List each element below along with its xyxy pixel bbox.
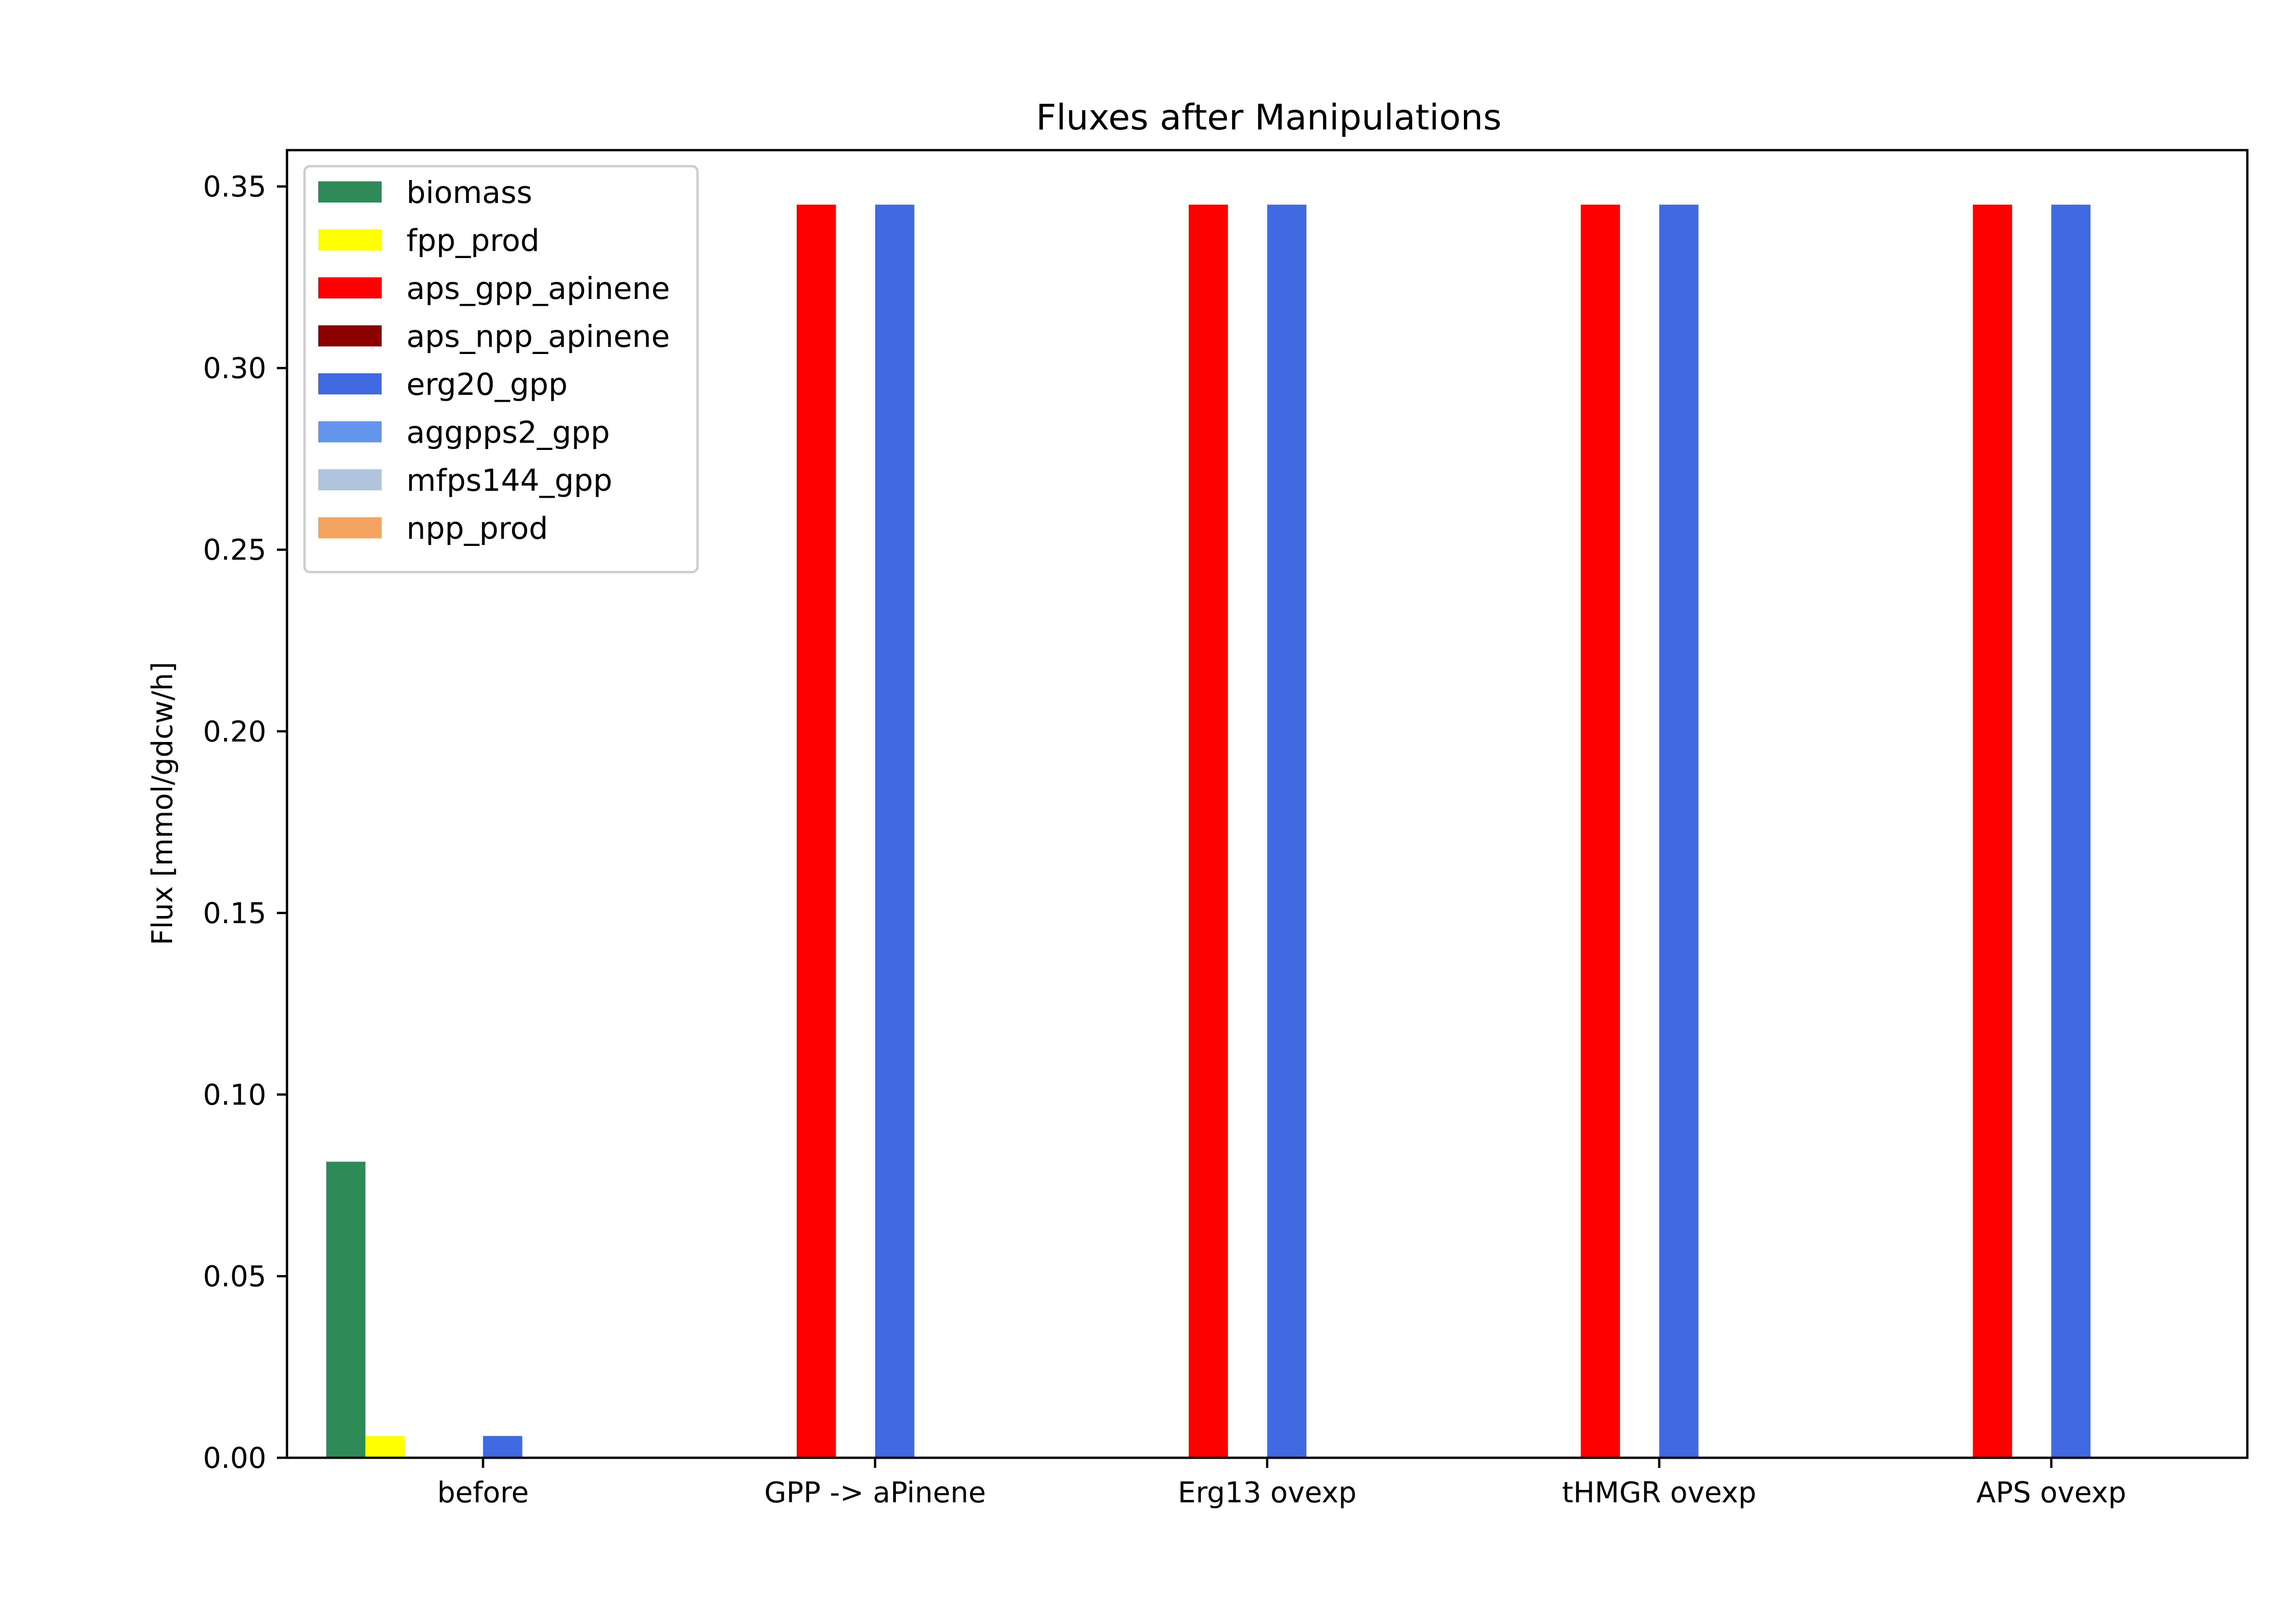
x-tick-label: GPP -> aPinene — [764, 1476, 986, 1509]
bar-aps_gpp_apinene-3 — [1581, 204, 1620, 1458]
y-axis-label: Flux [mmol/gdcw/h] — [146, 662, 179, 945]
legend-label-mfps144_gpp: mfps144_gpp — [406, 463, 612, 498]
x-tick-label: before — [437, 1476, 529, 1509]
legend-swatch-npp_prod — [318, 517, 382, 539]
legend-label-aggpps2_gpp: aggpps2_gpp — [406, 415, 610, 450]
y-tick-label: 0.35 — [203, 170, 266, 203]
bar-aps_gpp_apinene-2 — [1188, 204, 1228, 1458]
bar-aps_gpp_apinene-4 — [1973, 204, 2012, 1458]
bar-erg20_gpp-0 — [483, 1436, 523, 1458]
bar-fpp_prod-0 — [365, 1436, 405, 1458]
axes-layer: 0.00 0.05 0.10 0.15 0.20 0.25 0.30 0.35 before GP… — [203, 149, 2249, 1509]
y-tick-label: 0.15 — [203, 896, 266, 930]
bars-layer — [326, 204, 2091, 1458]
legend-swatch-aps_npp_apinene — [318, 325, 382, 347]
bar-erg20_gpp-2 — [1267, 204, 1306, 1458]
legend-swatch-aggpps2_gpp — [318, 421, 382, 443]
bar-erg20_gpp-1 — [875, 204, 915, 1458]
y-tick-label: 0.10 — [203, 1078, 266, 1112]
y-tick-label: 0.25 — [203, 533, 266, 567]
chart-title: Fluxes after Manipulations — [1036, 97, 1502, 138]
bar-erg20_gpp-4 — [2051, 204, 2091, 1458]
y-tick-label: 0.05 — [203, 1259, 266, 1293]
x-tick-label: tHMGR ovexp — [1562, 1476, 1756, 1509]
legend-frame — [303, 165, 699, 573]
x-tick-label: APS ovexp — [1976, 1476, 2127, 1509]
y-tick-label: 0.20 — [203, 715, 266, 748]
bar-aps_gpp_apinene-1 — [796, 204, 836, 1458]
legend-swatch-biomass — [318, 181, 382, 202]
legend-label-aps_gpp_apinene: aps_gpp_apinene — [406, 271, 670, 306]
legend-swatch-aps_gpp_apinene — [318, 277, 382, 298]
legend-swatch-erg20_gpp — [318, 373, 382, 394]
bar-erg20_gpp-3 — [1659, 204, 1699, 1458]
y-tick-label: 0.00 — [203, 1441, 266, 1475]
legend: biomass fpp_prod aps_gpp_apinene aps_npp_ap… — [303, 165, 699, 573]
legend-label-erg20_gpp: erg20_gpp — [406, 367, 568, 402]
legend-swatch-fpp_prod — [318, 229, 382, 251]
bar-biomass-0 — [326, 1162, 366, 1458]
legend-label-fpp_prod: fpp_prod — [406, 223, 540, 258]
x-tick-label: Erg13 ovexp — [1178, 1476, 1356, 1509]
legend-label-npp_prod: npp_prod — [406, 511, 548, 546]
y-tick-label: 0.30 — [203, 352, 266, 385]
legend-label-aps_npp_apinene: aps_npp_apinene — [406, 319, 670, 354]
legend-label-biomass: biomass — [406, 175, 532, 210]
legend-swatch-mfps144_gpp — [318, 469, 382, 490]
